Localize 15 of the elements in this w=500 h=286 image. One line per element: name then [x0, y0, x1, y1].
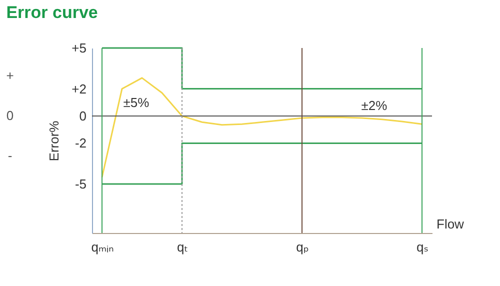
x-tick-label: qₛ	[416, 240, 429, 254]
y-tick-label: 0	[79, 108, 86, 124]
y-tick-label: -5	[74, 176, 86, 192]
y-tick-label: +5	[72, 40, 86, 56]
annotation: ±5%	[123, 95, 150, 110]
annotation: ±2%	[361, 98, 388, 113]
x-tick-label: qₜ	[176, 240, 188, 254]
y-axis-title: Error%	[46, 120, 62, 162]
y-tick-label: +2	[72, 81, 86, 96]
x-tick-label: qₚ	[296, 240, 309, 254]
text: + 0 -	[6, 68, 14, 163]
y-tick-label: -2	[74, 136, 86, 151]
x-tick-label: qₘᵢₙ	[91, 240, 114, 254]
chart-title: Error curve	[6, 3, 98, 22]
x-axis-title: Flow	[436, 216, 465, 232]
